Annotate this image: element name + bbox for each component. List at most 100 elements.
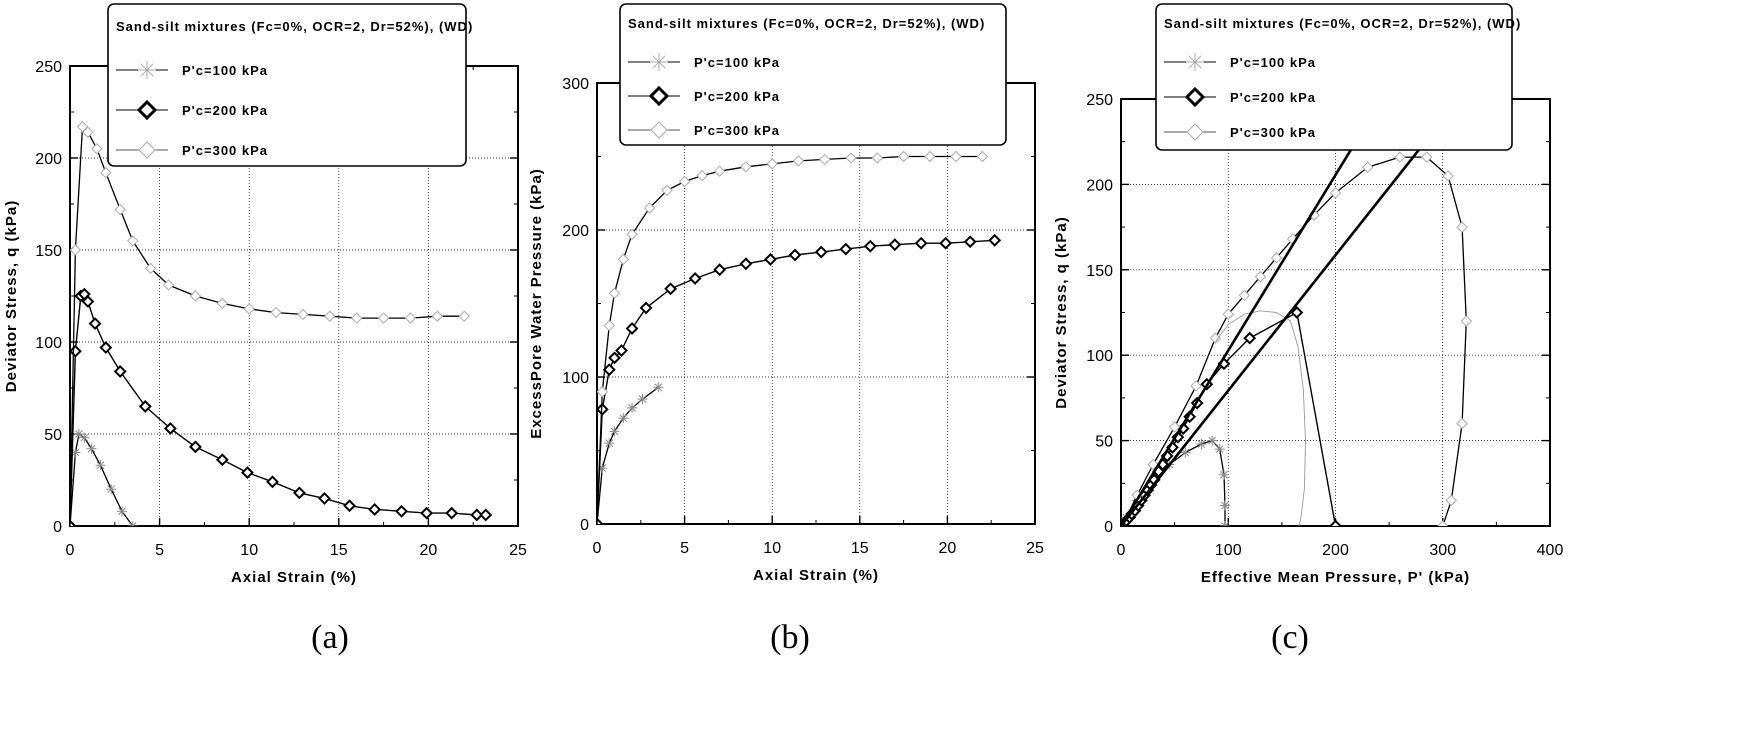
- data-point: [1437, 520, 1449, 526]
- data-point: [1196, 439, 1207, 450]
- data-point: [950, 150, 962, 163]
- data-point: [106, 484, 117, 495]
- data-point: [976, 150, 989, 163]
- legend-box: [1155, 3, 1513, 151]
- data-point: [688, 272, 702, 285]
- data-point: [431, 310, 444, 322]
- data-point: [70, 344, 82, 358]
- x-axis-label: Axial Strain (%): [753, 567, 879, 584]
- data-point: [445, 506, 459, 520]
- chart-b: 0 5 10 15 20 25 0 100 200 300 Axial Strain (%) Exce…: [528, 3, 1044, 656]
- data-point: [814, 245, 828, 259]
- y-tick-label: 100: [35, 335, 62, 352]
- data-point: [602, 363, 616, 377]
- x-tick-label: 25: [509, 542, 527, 559]
- y-tick-label: 200: [1086, 177, 1113, 194]
- data-point: [1209, 332, 1222, 344]
- x-tick-label: 5: [155, 542, 164, 559]
- x-tick-label: 10: [240, 542, 258, 559]
- data-point: [1214, 444, 1225, 455]
- data-point: [637, 394, 648, 405]
- data-point: [678, 175, 691, 188]
- data-point: [266, 475, 279, 489]
- legend-box: [107, 3, 467, 167]
- data-point: [1329, 187, 1342, 199]
- data-point: [792, 155, 805, 167]
- legend-entry: P'c=200 kPa: [694, 89, 780, 104]
- data-point: [924, 150, 936, 163]
- data-point: [70, 519, 77, 526]
- data-point: [1243, 331, 1257, 345]
- legend-marker-diamond: [648, 85, 670, 107]
- data-point: [939, 236, 953, 250]
- data-point: [113, 365, 127, 378]
- data-point: [819, 153, 831, 166]
- data-point: [297, 308, 309, 321]
- data-point: [696, 169, 708, 182]
- data-point: [625, 322, 639, 335]
- legend-marker-diamond: [136, 99, 158, 121]
- y-tick-label: 250: [35, 59, 62, 76]
- data-point: [162, 279, 175, 291]
- data-point: [270, 306, 282, 319]
- data-point: [653, 382, 664, 393]
- y-tick-label: 100: [1086, 348, 1113, 365]
- data-point: [914, 236, 928, 250]
- data-point: [377, 312, 390, 324]
- data-point: [604, 438, 615, 449]
- data-point: [764, 252, 777, 266]
- data-point: [127, 235, 139, 247]
- series-group: [1121, 145, 1473, 526]
- data-point: [713, 263, 727, 277]
- subfigure-caption: (c): [1271, 619, 1309, 656]
- data-point: [470, 508, 484, 522]
- data-point: [73, 429, 84, 439]
- x-tick-label: 15: [330, 542, 348, 559]
- data-point: [1361, 161, 1374, 174]
- data-point: [740, 161, 752, 173]
- legend-entry: P'c=300 kPa: [182, 143, 268, 158]
- y-axis-label: ExcessPore Water Pressure (kPa): [528, 168, 545, 439]
- legend-marker-open-diamond: [650, 121, 668, 139]
- data-point: [788, 248, 802, 262]
- data-point: [163, 422, 177, 435]
- y-axis-label: Deviator Stress, q (kPa): [3, 200, 20, 392]
- data-point: [1207, 435, 1218, 446]
- data-point: [839, 242, 853, 256]
- data-point: [479, 508, 493, 522]
- chart-c: 0 100 200 300 400 0 50 100 150 200 250 Effective Me…: [1053, 3, 1563, 656]
- series-line: [70, 126, 465, 526]
- y-tick-label: 150: [35, 243, 62, 260]
- data-point: [608, 287, 621, 299]
- legend-entry: P'c=100 kPa: [1230, 55, 1316, 70]
- data-point: [318, 491, 331, 505]
- y-tick-label: 300: [562, 76, 589, 93]
- data-point: [1290, 306, 1304, 319]
- data-point: [1254, 270, 1267, 283]
- legend-marker-star: [138, 61, 156, 79]
- series-line: [1125, 439, 1226, 526]
- data-point: [343, 499, 356, 513]
- data-point: [713, 165, 726, 177]
- data-point: [88, 317, 102, 331]
- legend-marker-open-diamond: [138, 141, 156, 159]
- subfigure-caption: (b): [770, 619, 810, 656]
- plot-frame: [596, 82, 1036, 525]
- data-point: [597, 517, 604, 524]
- data-point: [643, 202, 656, 214]
- data-point: [243, 303, 255, 315]
- data-point: [1442, 170, 1454, 182]
- data-point: [615, 344, 628, 357]
- legend-entry: P'c=100 kPa: [694, 55, 780, 70]
- data-point: [739, 257, 753, 271]
- legend-entry: P'c=300 kPa: [694, 123, 780, 138]
- data-point: [597, 402, 609, 416]
- data-point: [404, 312, 417, 324]
- data-point: [1460, 315, 1473, 327]
- data-point: [1456, 221, 1468, 233]
- data-point: [1180, 447, 1191, 458]
- data-point: [639, 301, 653, 315]
- x-axis-label: Axial Strain (%): [231, 569, 357, 586]
- data-point: [888, 238, 902, 252]
